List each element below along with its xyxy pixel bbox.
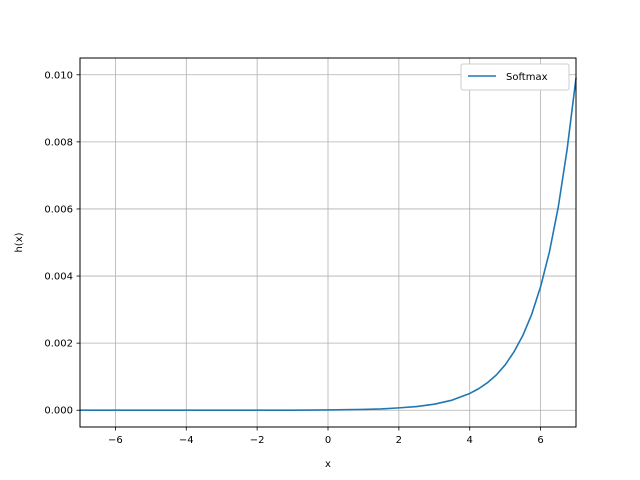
y-tick-label: 0.010: [44, 70, 73, 81]
x-tick-label: 2: [396, 435, 402, 446]
ticks: −6 −4 −2 0 2 4 6 0.000 0.002 0.004 0.006 0.008 0.010: [44, 70, 543, 446]
legend-box: [460, 63, 570, 91]
x-tick-label: 6: [537, 435, 543, 446]
x-axis-label: x: [325, 459, 331, 470]
y-tick-label: 0.006: [44, 204, 73, 215]
x-tick-label: 4: [467, 435, 473, 446]
y-axis-label: h(x): [14, 232, 25, 252]
y-tick-label: 0.002: [44, 339, 73, 350]
series-line-softmax: [79, 77, 577, 412]
y-tick-label: 0.008: [44, 137, 73, 148]
x-tick-label: −4: [179, 435, 194, 446]
x-tick-label: −2: [250, 435, 265, 446]
x-tick-label: −6: [108, 435, 123, 446]
x-tick-label: 0: [325, 435, 331, 446]
legend-label-softmax: Softmax: [506, 72, 548, 83]
y-tick-label: 0.004: [44, 272, 73, 283]
y-tick-label: 0.000: [44, 406, 73, 417]
series-layer: [79, 77, 577, 412]
legend: Softmax: [460, 63, 570, 91]
